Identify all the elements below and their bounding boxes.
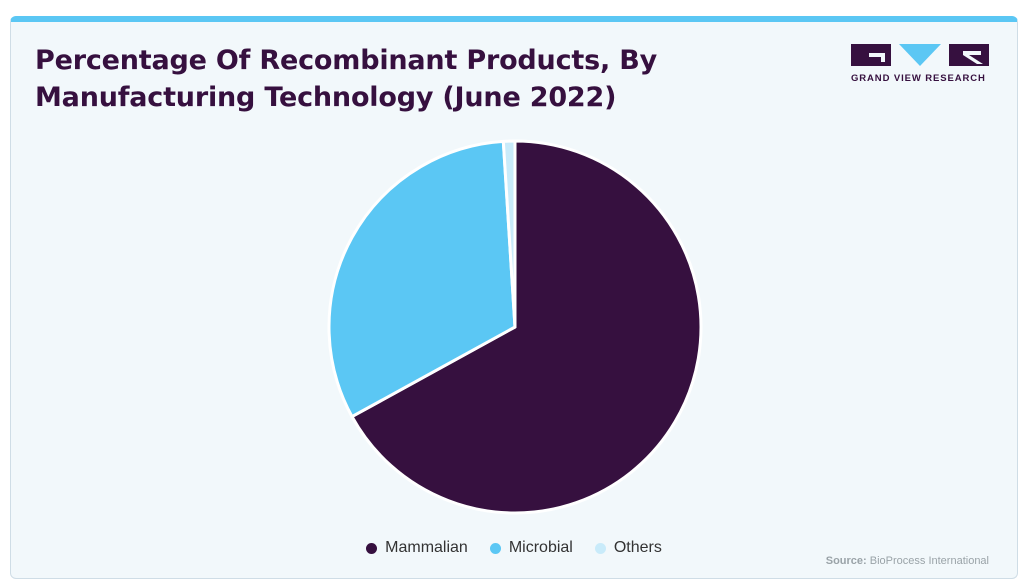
source-text: BioProcess International xyxy=(869,555,989,567)
legend-item-microbial: Microbial xyxy=(489,539,573,557)
pie-slice-mammalian xyxy=(350,139,703,515)
pie-slice-others xyxy=(501,139,517,329)
legend-marker-icon xyxy=(489,542,501,554)
legend-label: Others xyxy=(613,539,662,556)
logo-mark-icon xyxy=(851,44,989,66)
pie-slice-microbial xyxy=(327,139,517,419)
source-note: Source: BioProcess International xyxy=(826,555,989,567)
chart-title-line-2: Manufacturing Technology (June 2022) xyxy=(35,82,617,113)
legend-label: Mammalian xyxy=(385,539,468,556)
source-label: Source: xyxy=(825,555,867,567)
chart-legend: Mammalian Microbial Others xyxy=(11,539,1017,557)
legend-marker-icon xyxy=(594,542,606,554)
grand-view-research-logo: GRAND VIEW RESEARCH xyxy=(851,44,991,94)
logo-text: GRAND VIEW RESEARCH xyxy=(851,73,986,84)
pie-chart xyxy=(327,139,703,515)
legend-item-others: Others xyxy=(594,539,662,557)
chart-title: Percentage Of Recombinant Products, By M… xyxy=(35,42,735,116)
legend-item-mammalian: Mammalian xyxy=(366,539,468,557)
chart-card: Percentage Of Recombinant Products, By M… xyxy=(10,16,1018,579)
legend-label: Microbial xyxy=(508,539,573,556)
legend-marker-icon xyxy=(366,542,378,554)
chart-title-line-1: Percentage Of Recombinant Products, By xyxy=(35,45,657,76)
